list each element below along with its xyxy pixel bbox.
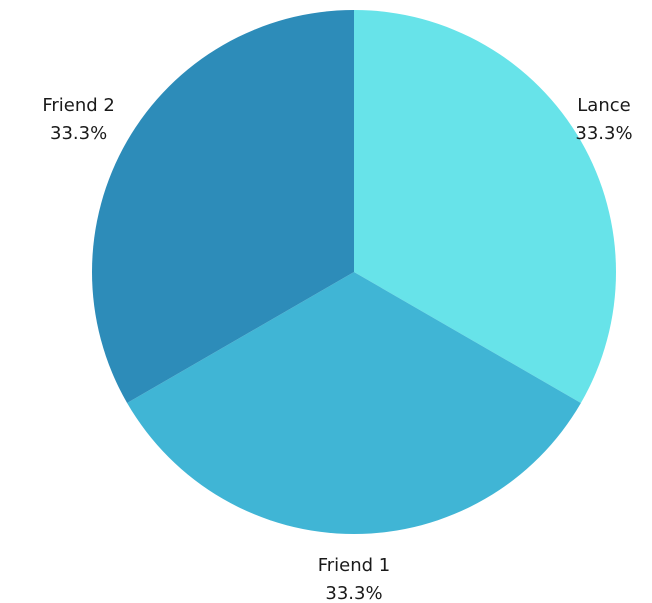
slice-label-percent: 33.3%	[325, 583, 382, 603]
slice-label-name: Friend 1	[318, 555, 391, 576]
pie-labels: Lance 33.3% Friend 1 33.3% Friend 2 33.3%	[42, 95, 632, 603]
pie-slice-lance	[354, 10, 616, 403]
slice-label-name: Friend 2	[42, 95, 115, 116]
pie-slice-friend-2	[92, 10, 355, 403]
slice-label-percent: 33.3%	[50, 123, 107, 144]
slice-label-percent: 33.3%	[575, 123, 632, 144]
pie-slices	[92, 10, 616, 534]
slice-label-name: Lance	[577, 95, 630, 116]
